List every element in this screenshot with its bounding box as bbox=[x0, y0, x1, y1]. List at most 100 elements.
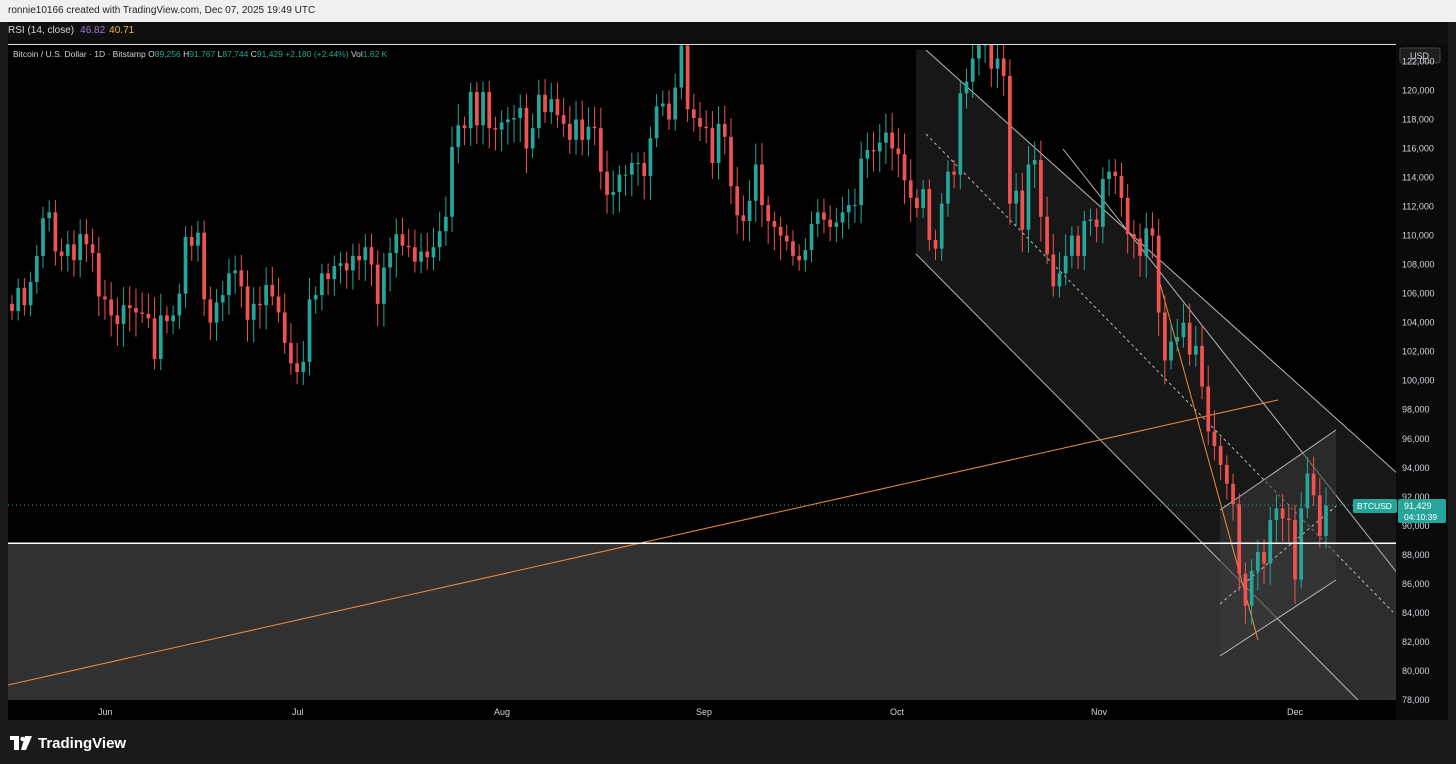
candle-body[interactable] bbox=[908, 180, 913, 198]
candle-body[interactable] bbox=[1076, 235, 1080, 256]
candle-body[interactable] bbox=[1193, 345, 1198, 355]
candle-body[interactable] bbox=[958, 93, 963, 175]
candle-body[interactable] bbox=[28, 282, 33, 306]
candle-body[interactable] bbox=[109, 299, 114, 316]
candle-body[interactable] bbox=[586, 126, 591, 140]
candle-body[interactable] bbox=[388, 252, 392, 268]
candle-body[interactable] bbox=[673, 87, 678, 120]
candle-body[interactable] bbox=[623, 174, 628, 176]
candle-body[interactable] bbox=[505, 119, 510, 123]
candle-body[interactable] bbox=[1032, 160, 1037, 165]
candle-body[interactable] bbox=[648, 138, 653, 177]
candle-body[interactable] bbox=[214, 302, 219, 323]
candle-body[interactable] bbox=[865, 149, 870, 159]
candle-body[interactable] bbox=[927, 189, 932, 240]
candle-body[interactable] bbox=[716, 123, 721, 164]
candle-body[interactable] bbox=[567, 123, 572, 140]
candle-body[interactable] bbox=[53, 212, 58, 252]
candle-body[interactable] bbox=[295, 363, 299, 372]
candle-body[interactable] bbox=[1305, 473, 1310, 509]
candle-body[interactable] bbox=[406, 245, 411, 248]
candle-body[interactable] bbox=[859, 158, 864, 206]
horizontal-levels[interactable] bbox=[8, 44, 1396, 544]
candle-body[interactable] bbox=[921, 189, 925, 208]
candle-body[interactable] bbox=[72, 244, 76, 261]
candle-body[interactable] bbox=[877, 142, 882, 152]
candle-body[interactable] bbox=[419, 251, 423, 262]
candle-body[interactable] bbox=[1274, 508, 1279, 521]
candle-body[interactable] bbox=[853, 205, 857, 207]
candle-body[interactable] bbox=[1063, 255, 1068, 274]
candle-body[interactable] bbox=[1088, 219, 1093, 222]
candle-body[interactable] bbox=[598, 128, 603, 172]
candle-body[interactable] bbox=[425, 251, 430, 258]
candle-body[interactable] bbox=[840, 212, 845, 223]
channel-lower-line[interactable] bbox=[915, 253, 1359, 701]
candle-body[interactable] bbox=[524, 107, 529, 149]
candle-body[interactable] bbox=[382, 267, 386, 304]
candle-body[interactable] bbox=[1187, 322, 1192, 355]
candle-body[interactable] bbox=[1206, 386, 1211, 432]
candle-body[interactable] bbox=[22, 287, 27, 306]
candle-body[interactable] bbox=[1107, 171, 1111, 179]
candle-body[interactable] bbox=[326, 273, 330, 280]
candle-body[interactable] bbox=[375, 264, 380, 304]
candle-body[interactable] bbox=[543, 94, 547, 113]
candle-body[interactable] bbox=[450, 147, 454, 217]
candles[interactable] bbox=[10, 24, 1328, 625]
candle-body[interactable] bbox=[282, 312, 287, 343]
candle-body[interactable] bbox=[698, 118, 702, 127]
candle-body[interactable] bbox=[1144, 228, 1149, 256]
candle-body[interactable] bbox=[301, 361, 306, 372]
candle-body[interactable] bbox=[617, 174, 622, 193]
candle-body[interactable] bbox=[704, 126, 709, 129]
candle-body[interactable] bbox=[227, 273, 231, 296]
candle-body[interactable] bbox=[431, 247, 436, 258]
candle-body[interactable] bbox=[722, 123, 727, 137]
candle-body[interactable] bbox=[90, 244, 95, 253]
candle-body[interactable] bbox=[1293, 520, 1297, 580]
candle-body[interactable] bbox=[735, 186, 740, 216]
candle-body[interactable] bbox=[1218, 446, 1223, 465]
candle-body[interactable] bbox=[741, 215, 746, 222]
candle-body[interactable] bbox=[115, 315, 120, 325]
candle-body[interactable] bbox=[1268, 520, 1273, 564]
candle-body[interactable] bbox=[264, 284, 268, 306]
inner-trend-line[interactable] bbox=[1062, 148, 1399, 575]
candle-body[interactable] bbox=[1231, 483, 1235, 505]
candle-body[interactable] bbox=[896, 148, 901, 155]
candle-body[interactable] bbox=[258, 303, 262, 306]
candle-body[interactable] bbox=[1008, 75, 1012, 204]
candle-body[interactable] bbox=[809, 223, 814, 251]
candle-body[interactable] bbox=[747, 200, 752, 222]
candle-body[interactable] bbox=[140, 312, 145, 314]
candle-body[interactable] bbox=[580, 119, 585, 140]
candle-body[interactable] bbox=[338, 263, 343, 267]
candle-body[interactable] bbox=[611, 192, 616, 195]
candle-body[interactable] bbox=[691, 109, 696, 119]
candle-body[interactable] bbox=[555, 99, 560, 116]
candle-body[interactable] bbox=[1311, 473, 1316, 496]
candle-body[interactable] bbox=[183, 237, 188, 294]
candle-body[interactable] bbox=[970, 58, 975, 82]
candle-body[interactable] bbox=[177, 293, 182, 316]
candle-body[interactable] bbox=[518, 107, 523, 119]
candle-body[interactable] bbox=[313, 295, 318, 300]
candle-body[interactable] bbox=[1200, 345, 1204, 387]
candle-body[interactable] bbox=[158, 315, 163, 359]
flag-lower-line[interactable] bbox=[1219, 579, 1337, 657]
symbol-legend[interactable]: Bitcoin / U.S. Dollar · 1D · Bitstamp O8… bbox=[13, 49, 387, 59]
candle-body[interactable] bbox=[977, 45, 981, 59]
candle-body[interactable] bbox=[871, 149, 876, 152]
candle-body[interactable] bbox=[220, 295, 225, 303]
candle-body[interactable] bbox=[462, 125, 467, 129]
candle-body[interactable] bbox=[1255, 551, 1260, 571]
candle-body[interactable] bbox=[1286, 518, 1291, 521]
candle-body[interactable] bbox=[561, 115, 566, 124]
candle-body[interactable] bbox=[989, 39, 994, 69]
candle-body[interactable] bbox=[1039, 160, 1043, 217]
candle-body[interactable] bbox=[96, 252, 101, 297]
candle-body[interactable] bbox=[1125, 197, 1130, 235]
candle-body[interactable] bbox=[772, 221, 777, 227]
candle-body[interactable] bbox=[1175, 337, 1180, 342]
